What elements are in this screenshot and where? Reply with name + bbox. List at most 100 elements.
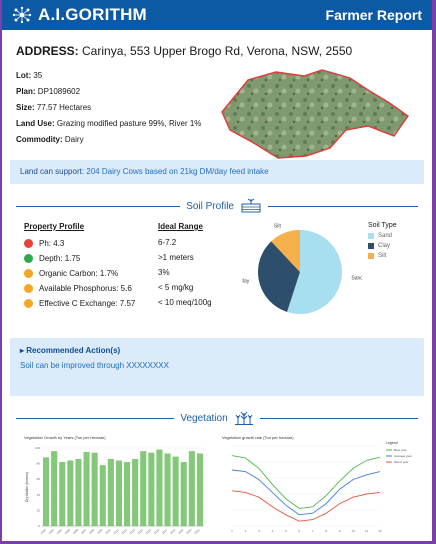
soil-property-label: Ph: 4.3 bbox=[39, 238, 65, 248]
y-tick-label: 20 bbox=[37, 508, 41, 512]
x-tick-label: 2014 bbox=[137, 528, 145, 536]
x-tick-label: 7 bbox=[312, 529, 314, 533]
vegetation-section-title: Vegetation bbox=[180, 412, 228, 424]
bar bbox=[156, 449, 163, 526]
pie-label: Sand bbox=[351, 276, 362, 282]
recommended-action: ▸ Recommended Action(s) Soil can be impr… bbox=[10, 338, 424, 396]
bar bbox=[172, 456, 179, 526]
vegetation-charts: Vegetation Growth by Years (Ton per Hect… bbox=[2, 430, 432, 540]
bar bbox=[124, 462, 131, 526]
x-tick-label: 12 bbox=[378, 529, 382, 533]
soil-property-row: Ph: 4.3 bbox=[24, 236, 64, 250]
soil-profile: Property Profile Ideal Range Ph: 4.3 6-7.… bbox=[2, 222, 432, 326]
support-banner: Land can support: 204 Dairy Cows based o… bbox=[10, 160, 424, 184]
y-tick-label: 100 bbox=[35, 446, 40, 450]
x-tick-label: 10 bbox=[351, 529, 355, 533]
pie-slice-silt bbox=[271, 230, 300, 272]
ideal-range-value: 3% bbox=[158, 268, 170, 277]
x-tick-label: 11 bbox=[365, 529, 368, 533]
x-tick-label: 2017 bbox=[161, 528, 169, 536]
x-tick-label: 3 bbox=[258, 529, 260, 533]
x-tick-label: 2018 bbox=[169, 528, 177, 536]
ideal-range-value: < 10 meq/100g bbox=[158, 298, 212, 307]
status-dot-icon bbox=[24, 253, 33, 263]
pie-slice-clay bbox=[258, 241, 300, 312]
address-value: Carinya, 553 Upper Brogo Rd, Verona, NSW… bbox=[82, 44, 353, 58]
ideal-range-value: < 5 mg/kg bbox=[158, 283, 194, 292]
soil-property-label: Depth: 1.75 bbox=[39, 253, 81, 263]
x-tick-label: 9 bbox=[339, 529, 341, 533]
status-dot-icon bbox=[24, 238, 33, 248]
x-tick-label: 2019 bbox=[177, 528, 185, 536]
x-tick-label: 8 bbox=[325, 529, 327, 533]
expand-arrow-icon[interactable]: ▸ bbox=[20, 346, 25, 355]
x-tick-label: 2007 bbox=[80, 528, 88, 536]
series-line bbox=[231, 490, 381, 522]
x-tick-label: 6 bbox=[298, 529, 300, 533]
property-land-use: Land Use: Grazing modified pasture 99%, … bbox=[16, 119, 202, 128]
x-tick-label: 2008 bbox=[88, 528, 96, 536]
y-tick-label: 80 bbox=[37, 462, 41, 466]
y-tick-label: 0 bbox=[38, 524, 40, 528]
legend-label: Worst year bbox=[394, 460, 408, 464]
soil-type-legend: Soil Type Sand Clay Silt bbox=[368, 222, 397, 263]
bar bbox=[115, 460, 122, 526]
series-line bbox=[231, 469, 381, 516]
legend-label: Clay bbox=[378, 243, 391, 249]
soil-property-row: Depth: 1.75 bbox=[24, 251, 80, 265]
bar bbox=[75, 458, 82, 526]
series-line bbox=[231, 455, 381, 509]
col-ideal-range: Ideal Range bbox=[158, 222, 203, 231]
support-label: Land can support: bbox=[20, 167, 85, 176]
bar-chart-ylabel: Dry Matter (tonnes) bbox=[25, 472, 29, 502]
brand: A.I.GORITHM bbox=[12, 5, 147, 25]
x-tick-label: 1 bbox=[231, 529, 233, 533]
soil-property-row: Effective C Exchange: 7.57 bbox=[24, 296, 135, 310]
x-tick-label: 2020 bbox=[185, 528, 193, 536]
soil-property-row: Available Phosphorus: 5.6 bbox=[24, 281, 132, 295]
bar bbox=[132, 458, 139, 526]
legend-item: Sand bbox=[368, 233, 397, 239]
legend-label: Best year bbox=[394, 448, 407, 452]
legend-swatch bbox=[368, 243, 374, 249]
pie-label: Silt bbox=[274, 223, 282, 229]
vegetation-divider: Vegetation bbox=[16, 410, 419, 426]
status-dot-icon bbox=[24, 268, 33, 278]
bar bbox=[196, 453, 203, 526]
property-details: Lot: 35 Plan: DP1089602 Size: 77.57 Hect… bbox=[16, 68, 418, 148]
status-dot-icon bbox=[24, 283, 33, 293]
bar bbox=[59, 462, 66, 526]
x-tick-label: 2003 bbox=[48, 528, 56, 536]
bar bbox=[91, 452, 98, 526]
legend-swatch bbox=[368, 253, 374, 259]
property-commodity: Commodity: Dairy bbox=[16, 135, 84, 144]
property-plan: Plan: DP1089602 bbox=[16, 87, 81, 96]
x-tick-label: 2021 bbox=[193, 528, 201, 536]
x-tick-label: 2016 bbox=[153, 528, 161, 536]
bar bbox=[164, 453, 171, 526]
y-tick-label: 40 bbox=[37, 493, 41, 497]
soil-property-label: Organic Carbon: 1.7% bbox=[39, 268, 119, 278]
status-dot-icon bbox=[24, 298, 33, 308]
x-tick-label: 2006 bbox=[72, 528, 80, 536]
soil-divider: Soil Profile bbox=[16, 198, 418, 214]
x-tick-label: 4 bbox=[272, 529, 274, 533]
line-chart-title: Vegetation growth rate (Ton per hectare) bbox=[222, 435, 294, 440]
col-property-profile: Property Profile bbox=[24, 222, 85, 231]
brand-name: A.I.GORITHM bbox=[38, 5, 147, 24]
bar bbox=[99, 465, 106, 526]
bar-chart-title: Vegetation Growth by Years (Ton per Hect… bbox=[24, 435, 106, 440]
x-tick-label: 2011 bbox=[113, 528, 120, 535]
pie-label: Clay bbox=[242, 278, 250, 284]
soil-property-row: Organic Carbon: 1.7% bbox=[24, 266, 118, 280]
ideal-range-value: >1 meters bbox=[158, 253, 194, 262]
soil-icon bbox=[241, 198, 261, 213]
property-lot: Lot: 35 bbox=[16, 71, 43, 80]
property-size: Size: 77.57 Hectares bbox=[16, 103, 92, 112]
action-title[interactable]: ▸ Recommended Action(s) bbox=[20, 346, 121, 355]
bar bbox=[180, 462, 187, 526]
logo-icon bbox=[12, 6, 32, 24]
line-legend-title: Legend bbox=[386, 441, 398, 445]
pie-slice-sand bbox=[287, 230, 342, 314]
